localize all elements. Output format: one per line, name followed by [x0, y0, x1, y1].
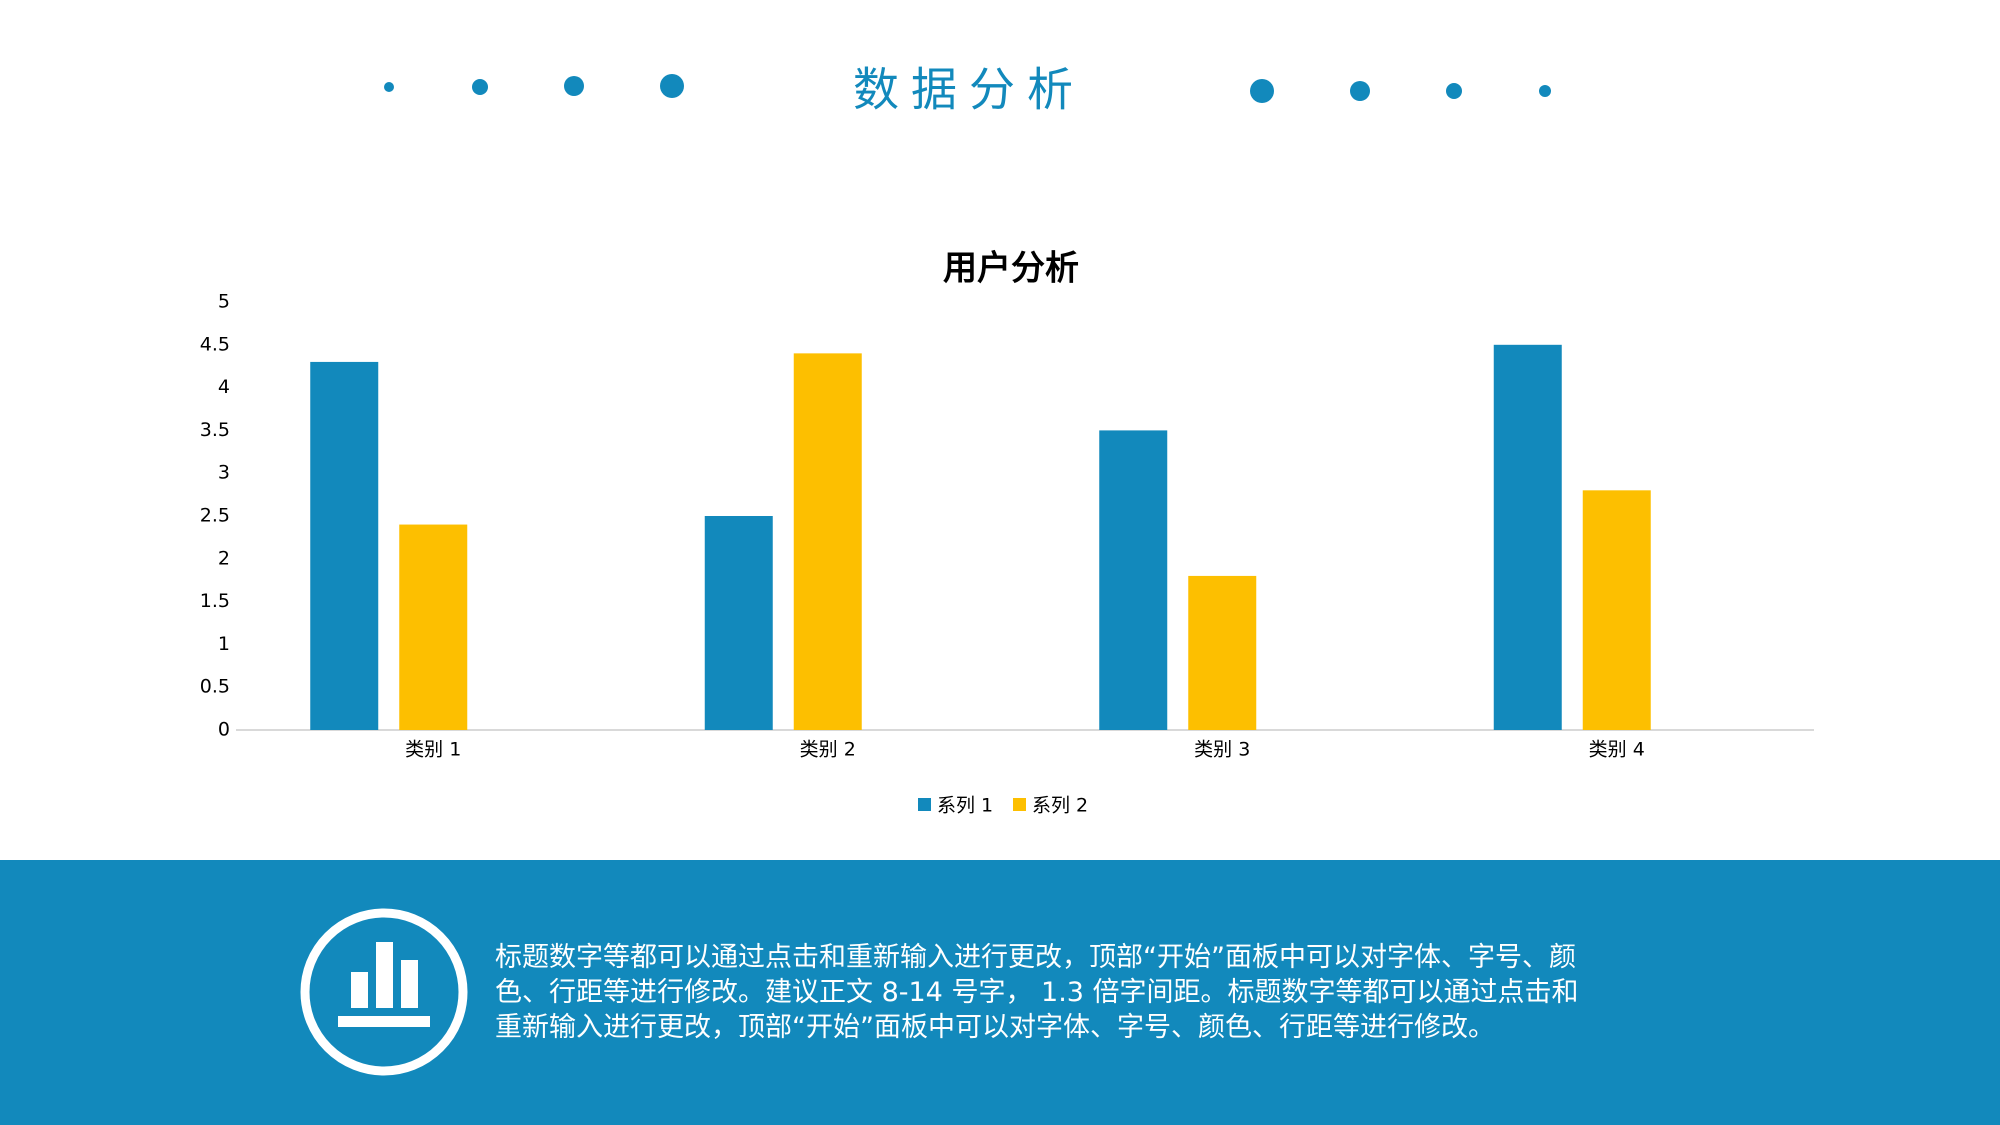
y-tick-label: 3.5	[200, 419, 230, 441]
footer-band	[0, 860, 2000, 1125]
description-line: 标题数字等都可以通过点击和重新输入进行更改，顶部“开始”面板中可以对字体、字号、…	[495, 942, 1576, 973]
y-tick-label: 5	[218, 291, 230, 313]
y-tick-label: 3	[218, 462, 230, 484]
chart-title: 用户分析	[943, 249, 1079, 289]
y-tick-label: 0.5	[200, 676, 230, 698]
y-tick-label: 1.5	[200, 590, 230, 612]
bar	[399, 524, 468, 730]
description-line: 色、行距等进行修改。建议正文 8-14 号字， 1.3 倍字间距。标题数字等都可…	[495, 977, 1579, 1008]
chart: 数据分析 用户分析 0 0.5 1 1.5 2 2.5 3 3.5 4 4.5 5 类别 1 类别 2 类…	[200, 63, 1814, 817]
x-tick-label: 类别 1	[405, 739, 461, 761]
y-tick-label: 2.5	[200, 505, 230, 527]
legend-swatch	[918, 798, 931, 811]
description-line: 重新输入进行更改，顶部“开始”面板中可以对字体、字号、颜色、行距等进行修改。	[495, 1012, 1495, 1043]
legend-label: 系列 1	[937, 795, 993, 817]
y-tick-label: 4	[218, 376, 230, 398]
y-tick-label: 1	[218, 633, 230, 655]
chart-icon	[300, 908, 468, 1076]
legend-label: 系列 2	[1032, 795, 1088, 817]
y-tick-label: 2	[218, 547, 230, 569]
page-title: 数据分析	[853, 63, 1085, 117]
bar	[793, 353, 862, 730]
legend-swatch	[1013, 798, 1026, 811]
description: 标题数字等都可以通过点击和重新输入进行更改，顶部“开始”面板中可以对字体、字号、…	[495, 940, 1579, 1045]
bar	[310, 361, 379, 730]
y-tick-label: 4.5	[200, 333, 230, 355]
x-tick-label: 类别 4	[1589, 739, 1645, 761]
bar	[1099, 430, 1168, 730]
x-tick-label: 类别 2	[800, 739, 856, 761]
bar	[1493, 344, 1562, 730]
bar	[704, 516, 773, 730]
bar	[1582, 490, 1651, 730]
x-tick-label: 类别 3	[1194, 739, 1250, 761]
y-tick-label: 0	[218, 719, 230, 741]
bar	[1188, 575, 1257, 730]
decor-dots	[384, 74, 1551, 103]
